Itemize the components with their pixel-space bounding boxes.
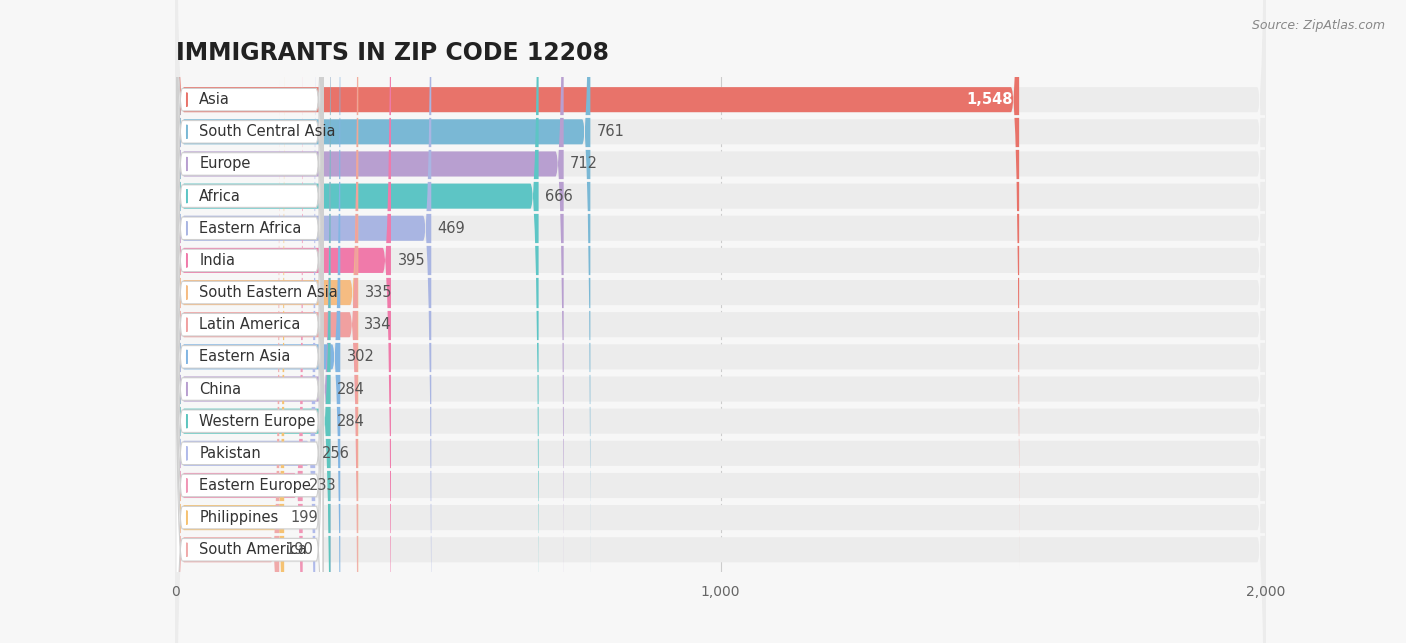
FancyBboxPatch shape [176,0,323,643]
FancyBboxPatch shape [176,0,323,603]
Text: 469: 469 [437,221,465,236]
Text: Philippines: Philippines [200,510,278,525]
FancyBboxPatch shape [176,0,323,475]
Text: IMMIGRANTS IN ZIP CODE 12208: IMMIGRANTS IN ZIP CODE 12208 [176,42,609,66]
Text: 1,548: 1,548 [966,92,1012,107]
Text: Eastern Europe: Eastern Europe [200,478,311,493]
FancyBboxPatch shape [176,0,538,643]
Text: 761: 761 [598,124,624,140]
Text: Africa: Africa [200,188,242,204]
FancyBboxPatch shape [176,0,1265,602]
FancyBboxPatch shape [176,0,315,643]
FancyBboxPatch shape [176,0,323,635]
Text: South Eastern Asia: South Eastern Asia [200,285,337,300]
Text: Western Europe: Western Europe [200,413,316,429]
Text: 334: 334 [364,317,392,332]
FancyBboxPatch shape [176,0,1265,643]
Text: 256: 256 [322,446,350,461]
FancyBboxPatch shape [176,0,1265,570]
Text: South Central Asia: South Central Asia [200,124,336,140]
Text: Source: ZipAtlas.com: Source: ZipAtlas.com [1251,19,1385,32]
FancyBboxPatch shape [176,0,432,643]
FancyBboxPatch shape [176,0,1265,643]
Text: 284: 284 [337,413,366,429]
Text: Eastern Africa: Eastern Africa [200,221,302,236]
Text: 395: 395 [398,253,425,268]
FancyBboxPatch shape [176,80,280,643]
Text: 712: 712 [571,156,598,172]
FancyBboxPatch shape [176,0,1265,643]
FancyBboxPatch shape [176,0,323,643]
Text: 335: 335 [364,285,392,300]
FancyBboxPatch shape [176,48,1265,643]
FancyBboxPatch shape [176,48,284,643]
FancyBboxPatch shape [176,0,1265,643]
FancyBboxPatch shape [176,15,1265,643]
Text: 190: 190 [285,542,314,557]
FancyBboxPatch shape [176,15,302,643]
FancyBboxPatch shape [176,14,323,643]
Text: 302: 302 [347,349,375,365]
Text: 199: 199 [291,510,318,525]
Text: South America: South America [200,542,307,557]
Text: 233: 233 [309,478,337,493]
FancyBboxPatch shape [176,78,323,643]
FancyBboxPatch shape [176,0,1265,643]
FancyBboxPatch shape [176,175,323,643]
Text: Asia: Asia [200,92,231,107]
FancyBboxPatch shape [176,0,1019,570]
FancyBboxPatch shape [176,0,357,643]
FancyBboxPatch shape [176,0,1265,643]
FancyBboxPatch shape [176,0,359,643]
FancyBboxPatch shape [176,0,323,539]
FancyBboxPatch shape [176,0,330,643]
FancyBboxPatch shape [176,0,1265,643]
FancyBboxPatch shape [176,0,591,602]
FancyBboxPatch shape [176,111,323,643]
Text: India: India [200,253,235,268]
Text: Latin America: Latin America [200,317,301,332]
FancyBboxPatch shape [176,80,1265,643]
FancyBboxPatch shape [176,0,323,643]
Text: 666: 666 [546,188,572,204]
FancyBboxPatch shape [176,0,323,571]
FancyBboxPatch shape [176,0,1265,643]
Text: Europe: Europe [200,156,250,172]
FancyBboxPatch shape [176,0,340,643]
Text: Eastern Asia: Eastern Asia [200,349,291,365]
FancyBboxPatch shape [176,0,564,634]
Text: Pakistan: Pakistan [200,446,262,461]
FancyBboxPatch shape [176,0,323,507]
FancyBboxPatch shape [176,0,391,643]
FancyBboxPatch shape [176,46,323,643]
FancyBboxPatch shape [176,143,323,643]
Text: 284: 284 [337,381,366,397]
FancyBboxPatch shape [176,0,1265,634]
FancyBboxPatch shape [176,0,330,643]
FancyBboxPatch shape [176,0,1265,643]
Text: China: China [200,381,242,397]
